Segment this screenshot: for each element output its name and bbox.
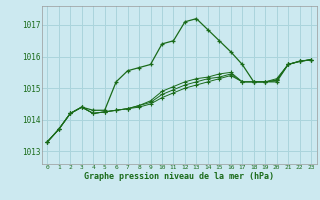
- X-axis label: Graphe pression niveau de la mer (hPa): Graphe pression niveau de la mer (hPa): [84, 172, 274, 181]
